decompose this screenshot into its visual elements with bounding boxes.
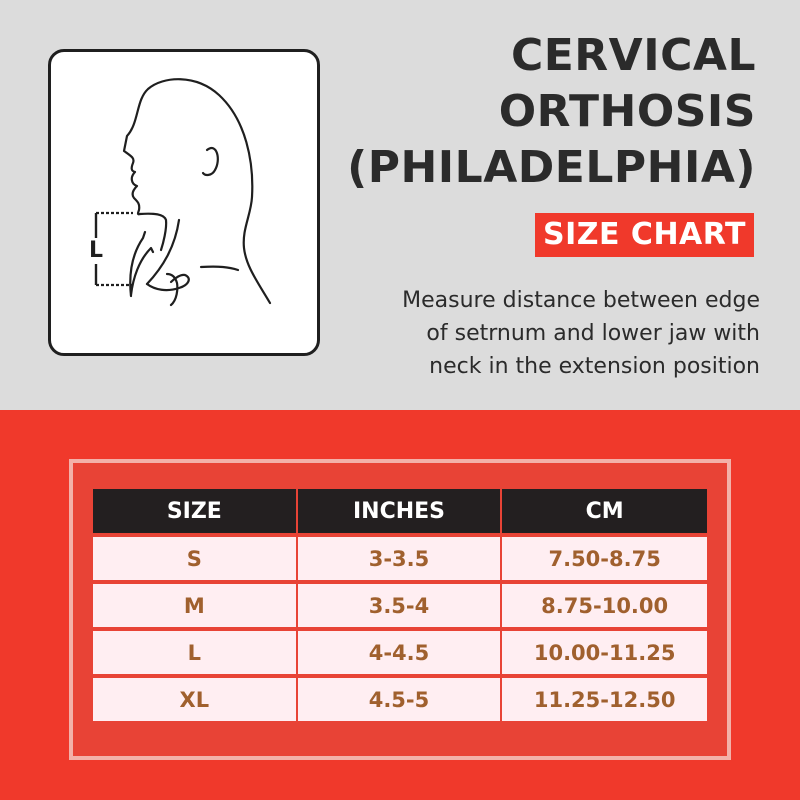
measurement-instructions: Measure distance between edge of setrnum… [340,284,760,383]
size-table: SIZE INCHES CM S 3-3.5 7.50-8.75 M 3.5-4… [93,485,707,725]
cell-inches: 4.5-5 [297,678,503,721]
description-line: Measure distance between edge [402,288,760,313]
illustration-card: L [48,49,320,356]
description-line: of setrnum and lower jaw with [426,321,760,346]
cell-cm: 11.25-12.50 [502,678,707,721]
cell-cm: 10.00-11.25 [502,631,707,674]
page-title: CERVICAL ORTHOSIS (PHILADELPHIA) [316,28,756,196]
cell-size: S [93,537,298,580]
cell-inches: 3-3.5 [297,537,503,580]
cell-inches: 3.5-4 [297,584,503,627]
table-row: L 4-4.5 10.00-11.25 [93,631,707,674]
cell-size: M [93,584,298,627]
cell-size: XL [93,678,298,721]
table-row: XL 4.5-5 11.25-12.50 [93,678,707,721]
title-line: (PHILADELPHIA) [347,142,756,193]
head-profile-neck-measurement-icon: L [89,78,272,307]
column-header-inches: INCHES [297,489,503,533]
cell-size: L [93,631,298,674]
column-header-size: SIZE [93,489,298,533]
column-header-cm: CM [502,489,707,533]
table-frame: SIZE INCHES CM S 3-3.5 7.50-8.75 M 3.5-4… [69,459,731,760]
cell-cm: 7.50-8.75 [502,537,707,580]
title-line: ORTHOSIS [498,86,756,137]
size-chart-badge: SIZE CHART [534,213,754,257]
table-row: M 3.5-4 8.75-10.00 [93,584,707,627]
cell-inches: 4-4.5 [297,631,503,674]
title-line: CERVICAL [510,30,756,81]
cell-cm: 8.75-10.00 [502,584,707,627]
top-panel: L CERVICAL ORTHOSIS (PHILADELPHIA) SIZE … [48,28,760,383]
bottom-panel: SIZE INCHES CM S 3-3.5 7.50-8.75 M 3.5-4… [0,410,800,800]
table-header-row: SIZE INCHES CM [93,489,707,533]
measure-label: L [89,238,103,263]
table-row: S 3-3.5 7.50-8.75 [93,537,707,580]
description-line: neck in the extension position [429,354,760,379]
